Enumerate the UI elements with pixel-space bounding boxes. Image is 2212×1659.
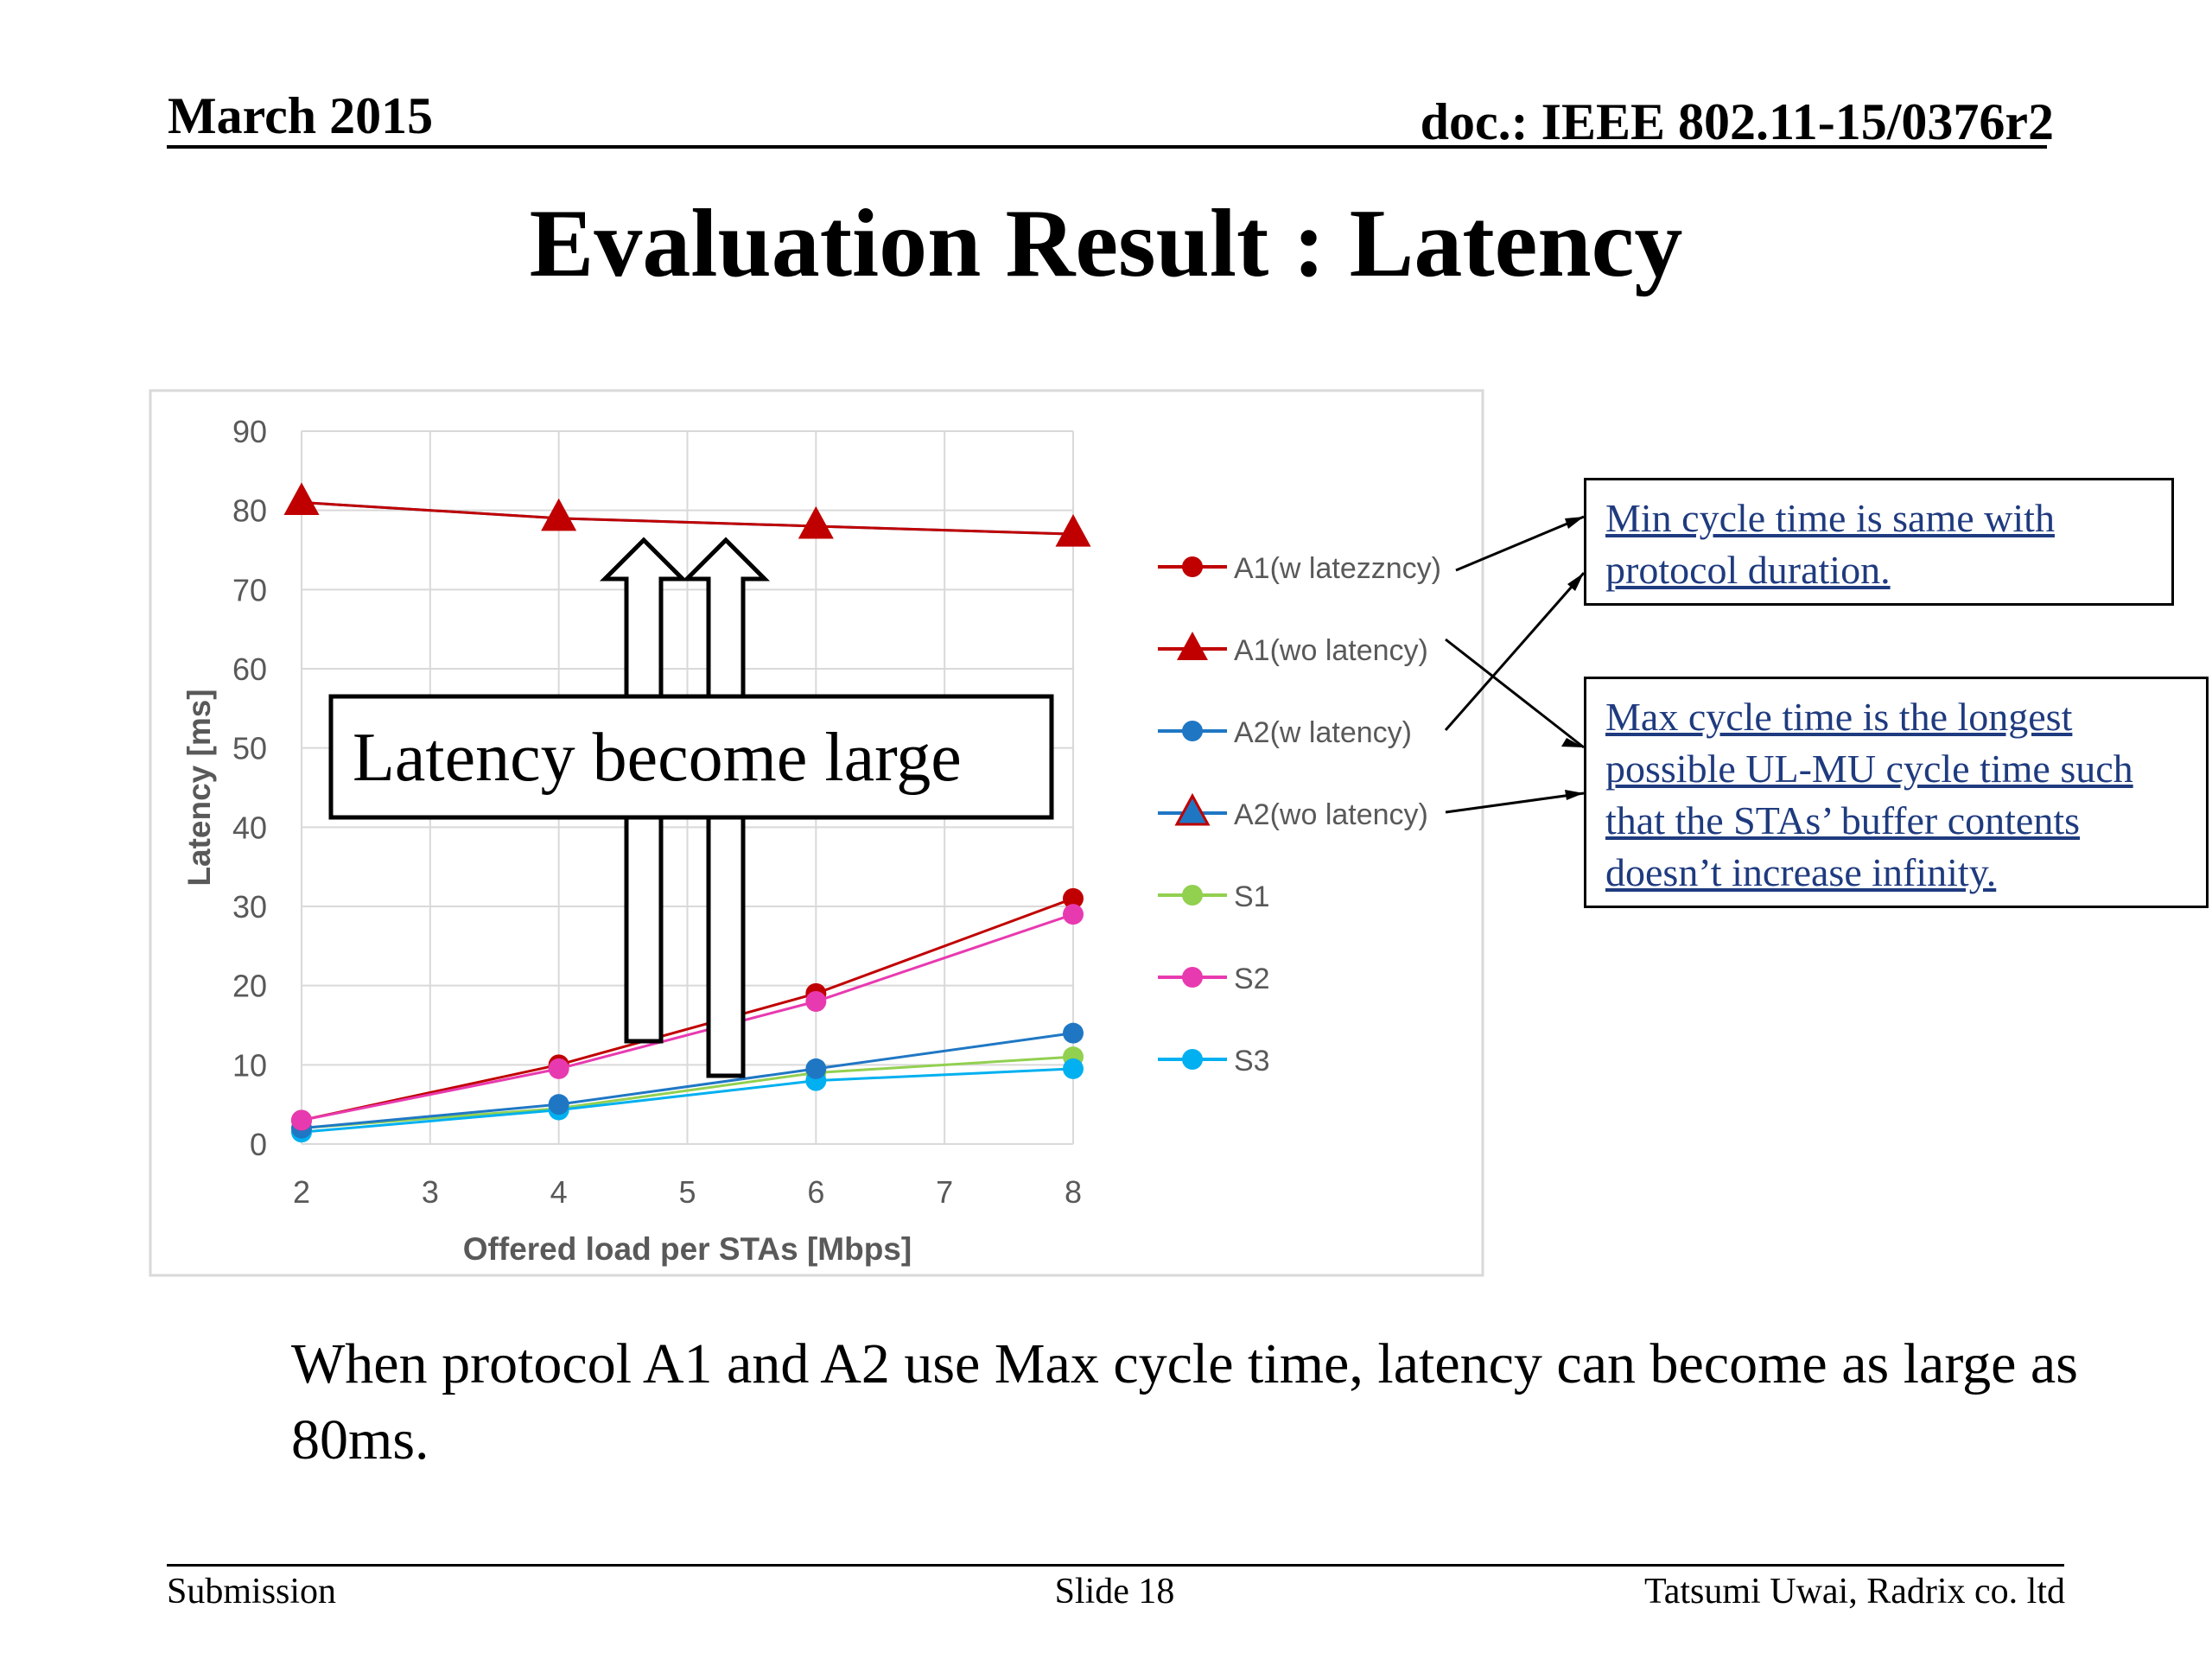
ytick-label-4: 40: [232, 810, 267, 845]
series-1-point-2: [800, 509, 832, 537]
series-2-point-2: [805, 1058, 827, 1079]
series-1-point-1: [543, 500, 575, 530]
arrowhead-1: [1565, 517, 1584, 529]
footer-divider: [167, 1564, 2064, 1567]
header-date: March 2015: [168, 87, 434, 144]
series-line-6: [301, 1067, 1074, 1134]
legend-label-4: S1: [1234, 880, 1270, 913]
ytick-label-5: 50: [232, 731, 267, 766]
series-5-point-1: [548, 1058, 569, 1079]
series-line-2: [301, 1032, 1074, 1130]
series-1-point-0: [286, 485, 317, 514]
series-line-1: [301, 501, 1074, 536]
series-2-point-3: [1063, 1022, 1084, 1044]
series-5-point-3: [1063, 904, 1084, 925]
legend-marker-6: [1182, 1049, 1203, 1070]
xtick-label-2: 4: [550, 1174, 568, 1210]
series-6-point-3: [1063, 1058, 1084, 1079]
footer-author: Tatsumi Uwai, Radrix co. ltd: [1644, 1572, 2065, 1611]
connector-a2w-to-min: [1444, 572, 1586, 731]
arrowhead-2: [1567, 573, 1584, 591]
legend-entry-0: A1(w latezzncy): [1158, 552, 1441, 585]
arrowhead-4: [1565, 790, 1584, 800]
arrowhead-3: [1561, 738, 1584, 747]
legend-marker-0: [1182, 556, 1203, 577]
legend-entry-4: S1: [1158, 880, 1270, 913]
ytick-label-3: 30: [232, 889, 267, 925]
legend-entry-1: A1(wo latency): [1158, 632, 1428, 667]
ytick-label-7: 70: [232, 572, 267, 607]
slide-title: Evaluation Result : Latency: [529, 190, 1683, 297]
legend-marker-3: [1174, 792, 1211, 826]
ytick-label-8: 80: [232, 493, 267, 529]
series-1-point-3: [1058, 517, 1089, 546]
xtick-label-6: 8: [1065, 1174, 1082, 1210]
footer-slide-number: Slide 18: [1054, 1572, 1175, 1611]
legend-marker-2: [1182, 721, 1203, 741]
series-5: [291, 904, 1084, 1131]
x-axis-label: Offered load per STAs [Mbps]: [463, 1231, 912, 1267]
ytick-label-9: 90: [232, 414, 267, 449]
legend-label-2: A2(w latency): [1234, 716, 1412, 749]
legend-label-6: S3: [1234, 1045, 1270, 1077]
legend-entry-6: S3: [1158, 1045, 1270, 1077]
series-line-0: [301, 897, 1074, 1122]
header-divider: [167, 145, 2047, 149]
legend-label-1: A1(wo latency): [1234, 634, 1428, 667]
series-0-point-3: [1063, 887, 1084, 909]
legend-label-5: S2: [1234, 963, 1270, 995]
body-text: When protocol A1 and A2 use Max cycle ti…: [291, 1332, 2078, 1471]
footer-submission: Submission: [167, 1572, 337, 1611]
connector-a1w-to-min: [1455, 515, 1585, 572]
callout-min-cycle: Min cycle time is same with protocol dur…: [1584, 478, 2174, 606]
series-line-5: [301, 912, 1074, 1122]
legend-marker-1: [1177, 632, 1208, 660]
connector-a2wo-to-max: [1445, 791, 1585, 814]
connector-a1wo-to-max: [1445, 638, 1585, 749]
series-5-point-2: [805, 991, 827, 1012]
legend-marker-5: [1182, 967, 1203, 988]
callout-min-text: Min cycle time is same with protocol dur…: [1605, 496, 2055, 592]
callout-max-cycle: Max cycle time is the longest possible U…: [1584, 677, 2209, 908]
callout-max-text: Max cycle time is the longest possible U…: [1605, 695, 2133, 894]
legend-entry-5: S2: [1158, 963, 1270, 995]
annotation-text: Latency become large: [353, 720, 962, 796]
ytick-label-6: 60: [232, 652, 267, 687]
legend-entry-3: A2(wo latency): [1158, 792, 1428, 831]
series-1: [286, 485, 1089, 546]
ytick-label-1: 10: [232, 1047, 267, 1083]
series-5-point-0: [291, 1109, 312, 1131]
xtick-label-3: 5: [678, 1174, 696, 1210]
legend-marker-4: [1182, 885, 1203, 906]
legend-entry-2: A2(w latency): [1158, 716, 1412, 749]
xtick-label-0: 2: [293, 1174, 310, 1210]
annotation-box: [328, 694, 1054, 820]
y-axis-label: Latency [ms]: [181, 689, 217, 886]
legend-label-3: A2(wo latency): [1234, 798, 1428, 831]
xtick-label-4: 6: [807, 1174, 824, 1210]
legend-label-0: A1(w latezzncy): [1234, 552, 1441, 585]
ytick-label-0: 0: [250, 1127, 267, 1162]
header-doc-id: doc.: IEEE 802.11-15/0376r2: [1420, 93, 2054, 150]
ytick-label-2: 20: [232, 969, 267, 1004]
series-line-4: [301, 1055, 1074, 1130]
series-2-point-1: [548, 1094, 569, 1116]
xtick-label-1: 3: [422, 1174, 439, 1210]
xtick-label-5: 7: [936, 1174, 953, 1210]
